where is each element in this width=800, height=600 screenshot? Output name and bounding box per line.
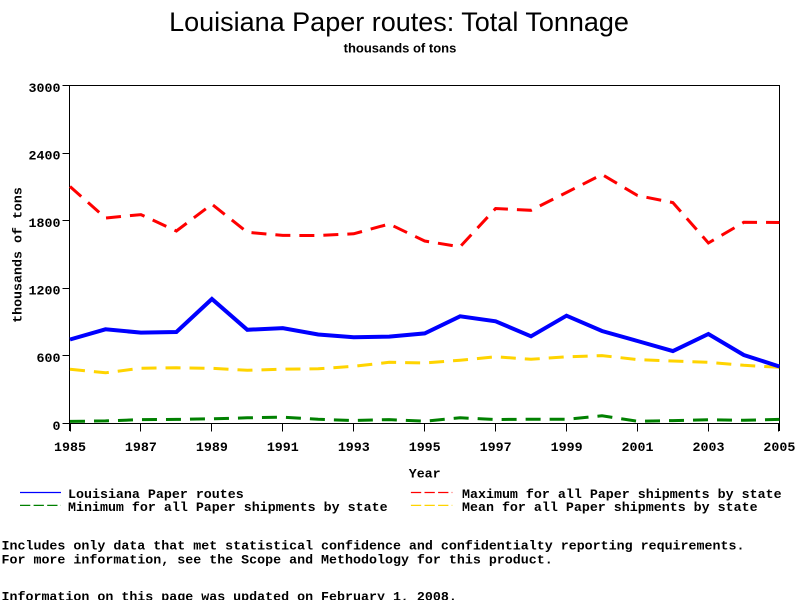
svg-text:For more information, see the: For more information, see the Scope and … — [2, 553, 553, 568]
svg-text:thousands of tons: thousands of tons — [344, 41, 457, 56]
svg-text:2003: 2003 — [693, 440, 725, 455]
svg-text:Year: Year — [409, 467, 441, 482]
svg-text:1991: 1991 — [267, 440, 299, 455]
svg-text:Mean for all Paper shipments b: Mean for all Paper shipments by state — [462, 500, 758, 515]
svg-text:1989: 1989 — [196, 440, 228, 455]
svg-text:Information on this page was u: Information on this page was updated on … — [2, 590, 457, 600]
svg-text:Louisiana Paper routes: Total: Louisiana Paper routes: Total Tonnage — [169, 7, 629, 37]
svg-text:Louisiana Paper routes: Louisiana Paper routes — [68, 487, 244, 502]
svg-text:2005: 2005 — [763, 440, 795, 455]
svg-text:2400: 2400 — [29, 148, 61, 163]
svg-text:1200: 1200 — [29, 284, 61, 299]
svg-text:1800: 1800 — [29, 216, 61, 231]
svg-text:600: 600 — [37, 351, 61, 366]
svg-text:Minimum for all Paper shipment: Minimum for all Paper shipments by state — [68, 500, 388, 515]
svg-text:Includes only data that met st: Includes only data that met statistical … — [2, 539, 745, 554]
svg-text:1987: 1987 — [125, 440, 157, 455]
svg-text:1985: 1985 — [54, 440, 86, 455]
svg-text:3000: 3000 — [29, 81, 61, 96]
svg-text:1995: 1995 — [409, 440, 441, 455]
svg-text:thousands of tons: thousands of tons — [11, 187, 26, 323]
svg-text:2001: 2001 — [622, 440, 654, 455]
svg-text:0: 0 — [53, 419, 61, 434]
svg-text:1993: 1993 — [338, 440, 370, 455]
svg-text:1999: 1999 — [551, 440, 583, 455]
svg-text:1997: 1997 — [480, 440, 512, 455]
svg-text:Maximum for all Paper shipment: Maximum for all Paper shipments by state — [462, 487, 782, 502]
